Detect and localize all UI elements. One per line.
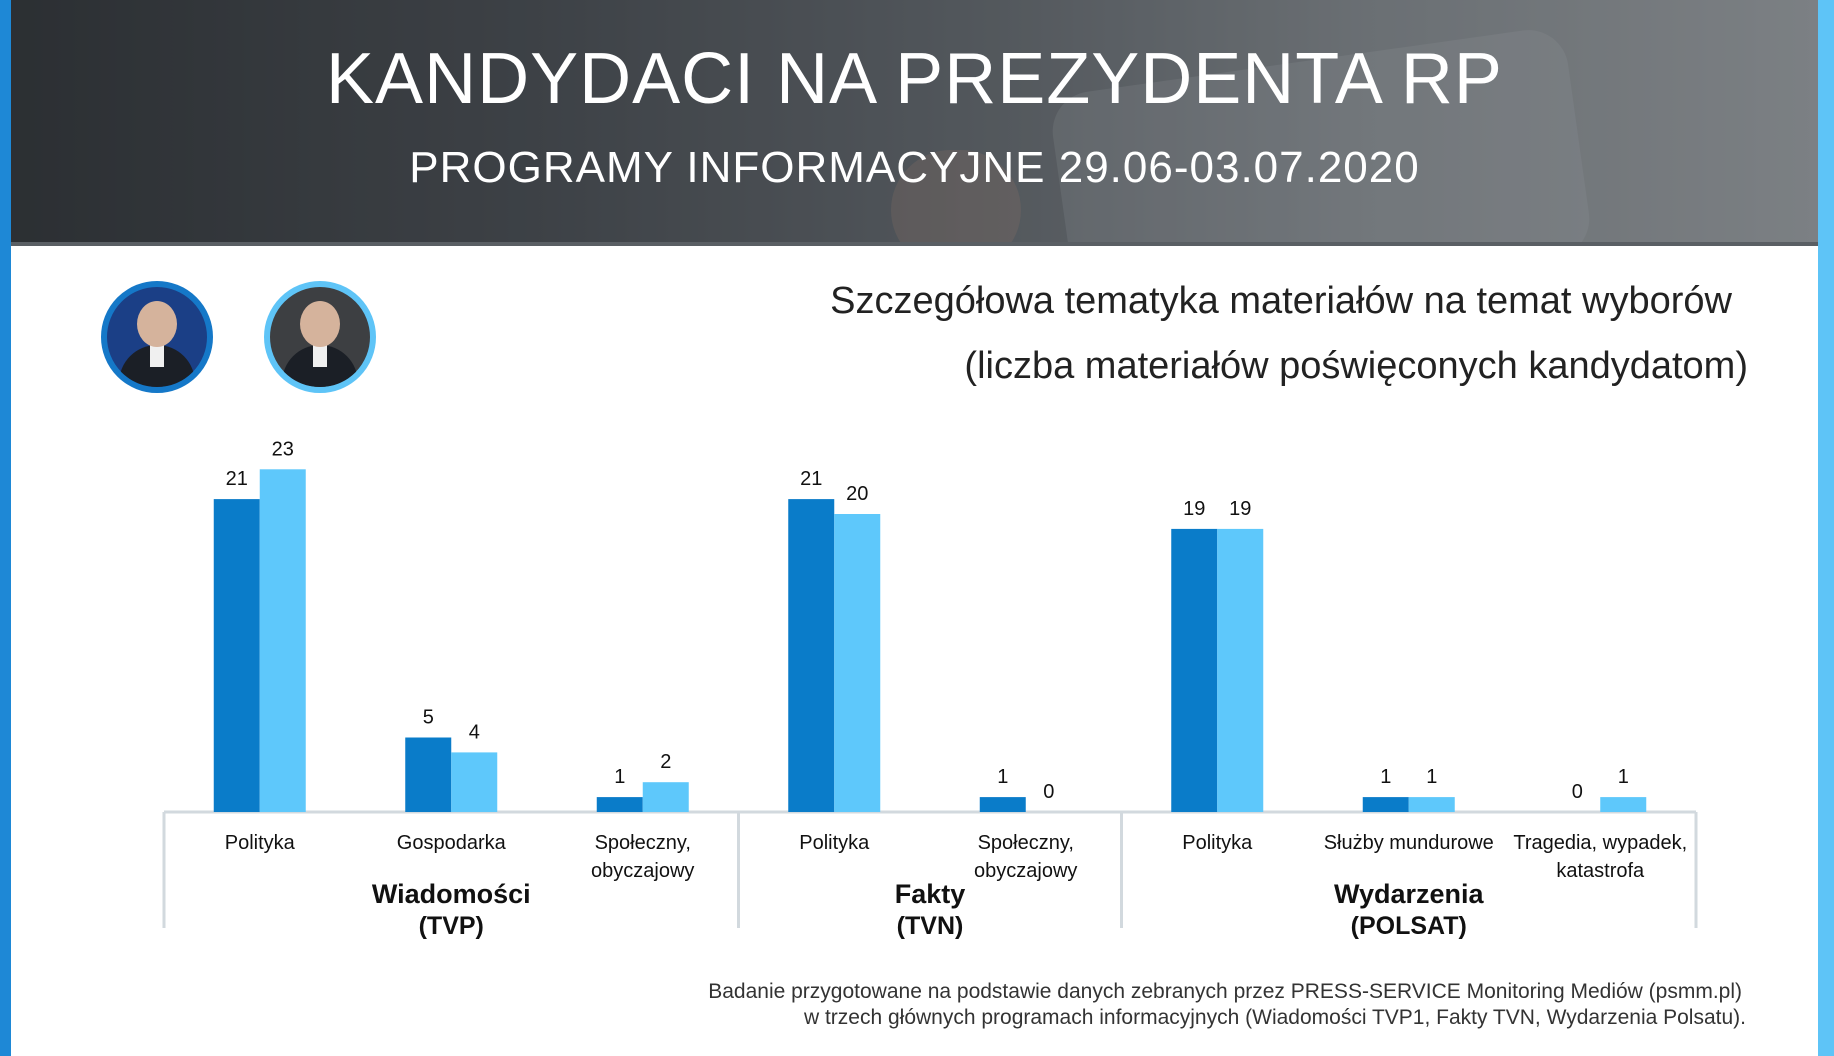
footer-note-line2: w trzech głównych programach informacyjn… <box>803 1006 1746 1029</box>
left-accent-bar <box>0 0 11 1056</box>
data-label-1-1-series-1: 1 <box>997 766 1008 788</box>
category-label-2-0: Polityka <box>1182 832 1253 854</box>
category-label-0-1: Gospodarka <box>397 832 507 854</box>
bar-2-0-series-2 <box>1217 528 1264 812</box>
bar-1-1-series-1 <box>979 797 1026 812</box>
category-label-1-1-line2: obyczajowy <box>974 860 1077 882</box>
page-title: KANDYDACI NA PREZYDENTA RP <box>326 39 1503 119</box>
candidate-2-avatar <box>264 281 376 393</box>
bar-2-1-series-1 <box>1362 797 1409 812</box>
category-label-2-2-line2: katastrofa <box>1556 860 1645 882</box>
category-label-1-0: Polityka <box>799 832 870 854</box>
data-label-2-0-series-2: 19 <box>1229 498 1251 520</box>
group-label-0: Wiadomości <box>372 879 531 909</box>
right-accent-bar <box>1818 0 1834 1056</box>
data-label-0-0-series-2: 23 <box>272 438 294 460</box>
bar-0-0-series-1 <box>213 499 260 812</box>
data-label-0-2-series-2: 2 <box>660 751 671 773</box>
bar-0-0-series-2 <box>259 469 306 812</box>
data-label-0-1-series-2: 4 <box>469 721 480 743</box>
header-overlay <box>11 0 1818 246</box>
group-label-1: Fakty <box>895 879 966 909</box>
chart-title-line2: (liczba materiałów poświęconych kandydat… <box>964 345 1748 387</box>
data-label-0-0-series-1: 21 <box>226 468 248 490</box>
candidate-2-face <box>300 301 340 347</box>
bar-0-2-series-1 <box>596 797 643 812</box>
page-subtitle: PROGRAMY INFORMACYJNE 29.06-03.07.2020 <box>409 143 1420 192</box>
category-label-0-2: Społeczny, <box>595 832 691 854</box>
header-bottom-line <box>11 242 1818 246</box>
group-sublabel-1: (TVN) <box>897 912 964 940</box>
data-label-1-0-series-2: 20 <box>846 483 868 505</box>
candidate-1-avatar <box>101 281 213 393</box>
category-label-0-0: Polityka <box>225 832 296 854</box>
bar-2-2-series-2 <box>1600 797 1647 812</box>
data-label-1-0-series-1: 21 <box>800 468 822 490</box>
category-label-0-2-line2: obyczajowy <box>591 860 694 882</box>
candidate-1-collar <box>150 345 164 367</box>
bar-0-1-series-2 <box>451 752 498 812</box>
bar-2-1-series-2 <box>1408 797 1455 812</box>
data-label-2-2-series-2: 1 <box>1618 766 1629 788</box>
footer-note-line1: Badanie przygotowane na podstawie danych… <box>708 980 1742 1003</box>
header-background-hand <box>891 150 1021 246</box>
data-label-1-1-series-2: 0 <box>1043 781 1054 803</box>
bar-2-0-series-1 <box>1171 528 1218 812</box>
group-sublabel-2: (POLSAT) <box>1351 912 1467 940</box>
group-sublabel-0: (TVP) <box>419 912 484 940</box>
bar-0-1-series-1 <box>405 737 452 812</box>
chart-title-line1: Szczegółowa tematyka materiałów na temat… <box>830 280 1732 322</box>
data-label-2-2-series-1: 0 <box>1572 781 1583 803</box>
data-label-2-0-series-1: 19 <box>1183 498 1205 520</box>
bar-1-0-series-2 <box>834 514 881 812</box>
data-label-2-1-series-2: 1 <box>1426 766 1437 788</box>
bar-0-2-series-2 <box>642 782 689 812</box>
category-label-2-2: Tragedia, wypadek, <box>1513 832 1687 854</box>
category-label-2-1: Służby mundurowe <box>1324 832 1494 854</box>
data-label-0-1-series-1: 5 <box>423 707 434 729</box>
bar-1-0-series-1 <box>788 499 835 812</box>
data-label-0-2-series-1: 1 <box>614 766 625 788</box>
candidate-2-collar <box>313 345 327 367</box>
group-label-2: Wydarzenia <box>1334 879 1485 909</box>
category-label-1-1: Społeczny, <box>978 832 1074 854</box>
candidate-1-face <box>137 301 177 347</box>
data-label-2-1-series-1: 1 <box>1380 766 1391 788</box>
header-banner: KANDYDACI NA PREZYDENTA RP PROGRAMY INFO… <box>11 0 1818 246</box>
